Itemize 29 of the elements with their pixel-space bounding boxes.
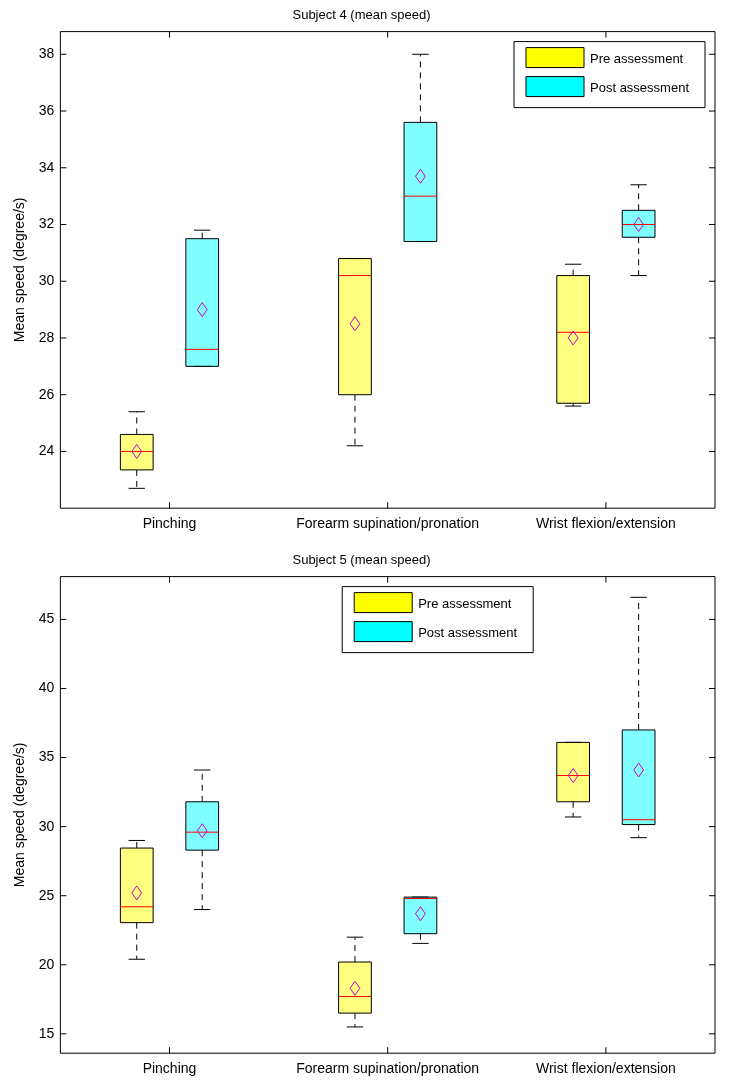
x-tick-label: Wrist flexion/extension [535, 515, 676, 532]
x-tick-label: Pinching [142, 1060, 197, 1077]
y-tick-label: 40 [38, 679, 55, 696]
y-tick-label: 28 [38, 328, 55, 345]
legend-label: Post assessment [418, 625, 518, 641]
y-tick-label: 30 [38, 272, 55, 289]
y-tick-label: 30 [38, 817, 55, 834]
y-axis-title: Mean speed (degree/s) [11, 742, 28, 888]
legend-label: Pre assessment [418, 596, 512, 612]
y-tick-label: 35 [38, 748, 55, 765]
y-axis-title: Mean speed (degree/s) [11, 197, 28, 343]
legend-label: Pre assessment [590, 51, 684, 67]
y-tick-label: 15 [38, 1024, 55, 1041]
y-tick-label: 45 [38, 610, 55, 627]
legend-label: Post assessment [590, 80, 690, 96]
y-tick-label: 32 [38, 215, 55, 232]
y-tick-label: 36 [38, 101, 55, 118]
y-tick-label: 25 [38, 886, 55, 903]
x-tick-label: Forearm supination/pronation [296, 515, 480, 532]
chart-title: Subject 4 (mean speed) [292, 7, 431, 23]
y-tick-label: 24 [38, 442, 55, 459]
y-tick-label: 38 [38, 45, 55, 62]
y-tick-label: 20 [38, 955, 55, 972]
x-tick-label: Wrist flexion/extension [535, 1060, 676, 1077]
y-tick-label: 26 [38, 385, 55, 402]
x-tick-label: Forearm supination/pronation [296, 1060, 480, 1077]
y-tick-label: 34 [38, 158, 55, 175]
chart-title: Subject 5 (mean speed) [292, 552, 431, 568]
x-tick-label: Pinching [142, 515, 197, 532]
